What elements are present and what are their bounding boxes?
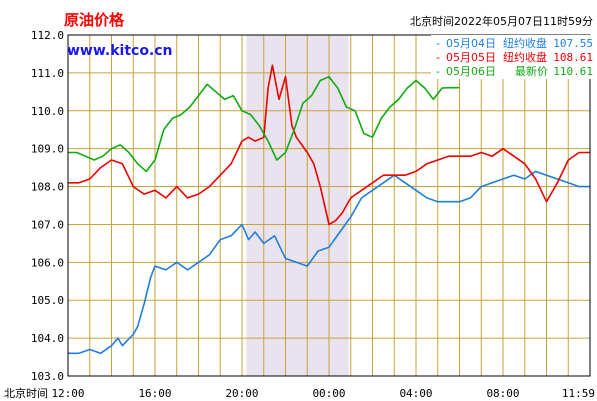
price-lines (68, 64, 590, 355)
legend-marker: - (436, 51, 440, 64)
x-tick-label: 08:00 (486, 387, 519, 400)
chart-title: 原油价格 (64, 11, 125, 29)
site-url[interactable]: www.kitco.cn (67, 43, 173, 59)
legend-marker: - (436, 65, 440, 78)
x-tick-label: 20:00 (225, 387, 258, 400)
legend-value: 107.55 (553, 37, 593, 50)
plot-frame (67, 34, 591, 377)
legend-label: 纽约收盘 (503, 36, 547, 50)
y-tick-label: 110.0 (31, 105, 64, 118)
series-line-1 (68, 64, 590, 226)
legend-item-0506: - 05月06日 最新价 110.61 (436, 64, 593, 78)
legend-date: 05月04日 (446, 37, 496, 50)
timestamp: 北京时间2022年05月07日11时59分 (410, 14, 593, 28)
y-tick-label: 105.0 (31, 294, 64, 307)
y-tick-label: 112.0 (31, 29, 64, 42)
legend-item-0504: - 05月04日 纽约收盘 107.55 (436, 36, 593, 50)
x-tick-labels: 12:00 16:00 20:00 00:00 04:00 08:00 11:59 (51, 387, 595, 400)
x-tick-label: 00:00 (312, 387, 345, 400)
legend: - 05月04日 纽约收盘 107.55 - 05月05日 纽约收盘 108.6… (431, 35, 594, 79)
overnight-shaded-region (246, 35, 349, 376)
series-line-2 (68, 75, 460, 173)
y-tick-labels: 112.0 111.0 110.0 109.0 108.0 107.0 106.0 105.0… (31, 29, 64, 383)
x-tick-label: 12:00 (51, 387, 84, 400)
series-line-0 (68, 170, 590, 355)
legend-label: 最新价 (515, 64, 548, 78)
legend-value: 110.61 (553, 65, 593, 78)
x-tick-label: 04:00 (399, 387, 432, 400)
legend-item-0505: - 05月05日 纽约收盘 108.61 (436, 50, 593, 64)
x-tick-label: 16:00 (138, 387, 171, 400)
y-tick-label: 104.0 (31, 332, 64, 345)
legend-marker: - (436, 37, 440, 50)
legend-value: 108.61 (553, 51, 593, 64)
y-tick-label: 111.0 (31, 67, 64, 80)
y-tick-label: 107.0 (31, 218, 64, 231)
legend-date: 05月06日 (446, 65, 496, 78)
y-tick-label: 106.0 (31, 256, 64, 269)
y-tick-label: 109.0 (31, 143, 64, 156)
legend-label: 纽约收盘 (503, 50, 547, 64)
y-tick-label: 108.0 (31, 181, 64, 194)
x-tick-label: 11:59 (562, 387, 595, 400)
legend-background (431, 35, 594, 79)
legend-date: 05月05日 (446, 51, 496, 64)
x-axis-title: 北京时间 (4, 386, 48, 400)
vertical-gridlines (89, 35, 569, 376)
y-tick-label: 103.0 (31, 370, 64, 383)
